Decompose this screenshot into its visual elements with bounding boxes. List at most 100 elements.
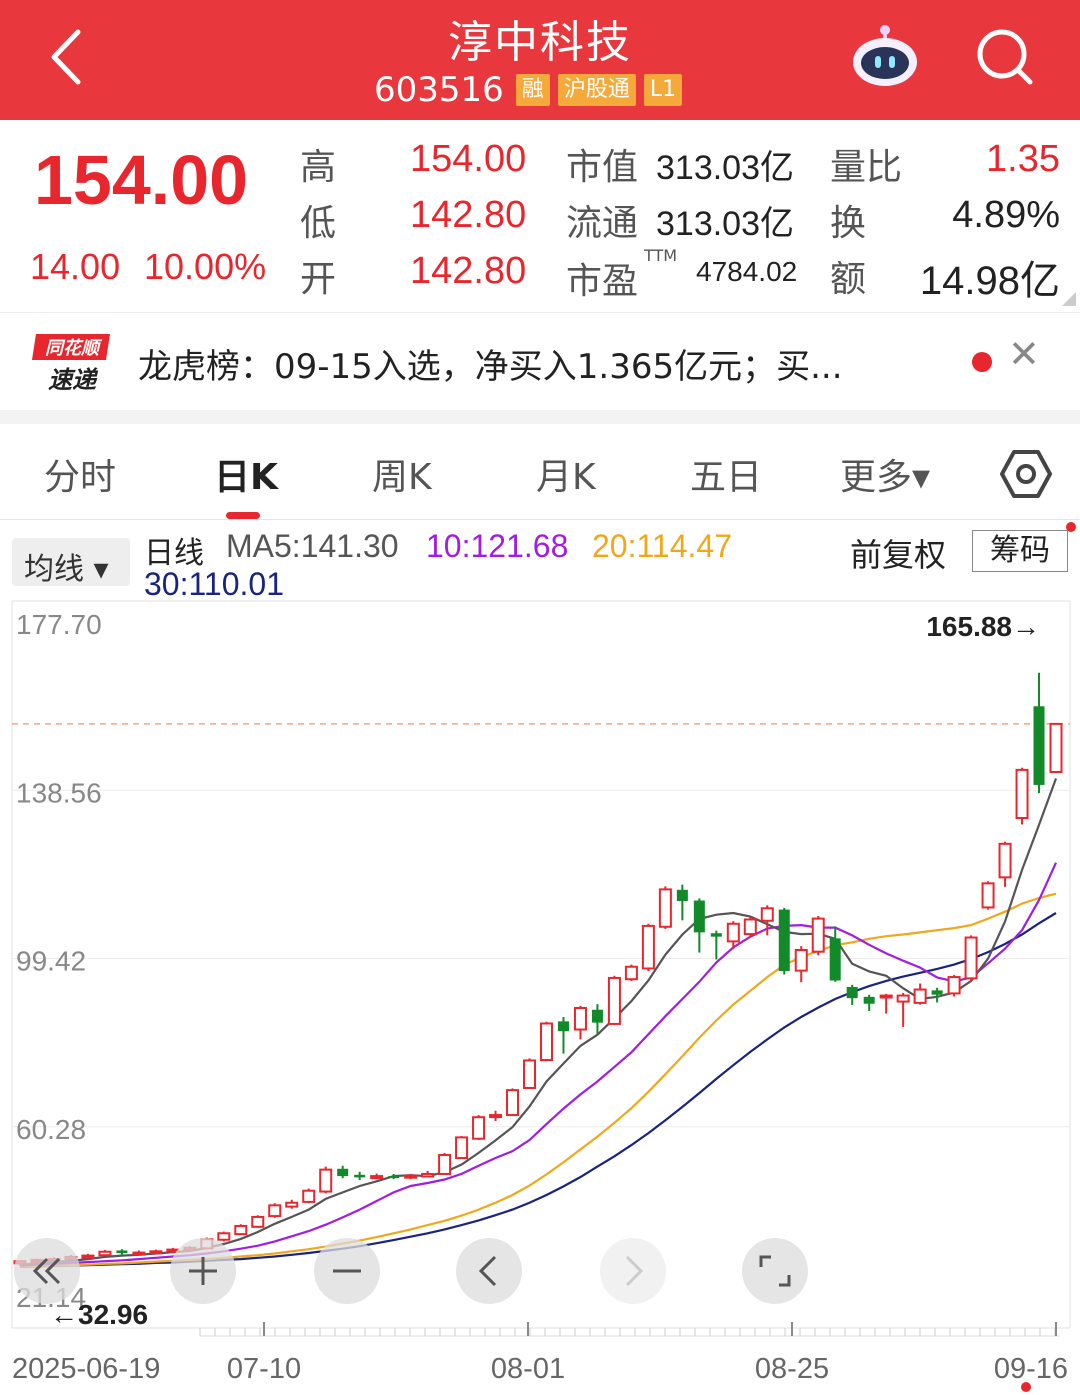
low-value: 142.80	[410, 194, 527, 236]
ma30-value: 30:110.01	[144, 566, 284, 602]
tab-weekly-k[interactable]: 周K	[372, 457, 432, 498]
candle-body	[981, 882, 995, 909]
settings-icon[interactable]	[998, 446, 1054, 502]
candle	[285, 1199, 299, 1209]
candle-body	[251, 1215, 265, 1228]
scroll-right-button[interactable]	[600, 1238, 666, 1304]
candle-body	[149, 1250, 163, 1255]
adjust-mode-button[interactable]: 前复权	[850, 536, 947, 574]
candle-body	[472, 1116, 486, 1140]
pe-value: 4784.02	[696, 256, 798, 287]
candle-body	[132, 1251, 146, 1256]
candle-body	[760, 907, 774, 922]
back-icon[interactable]	[40, 22, 100, 92]
candle	[658, 886, 672, 929]
candle-body	[354, 1174, 366, 1178]
candle	[676, 884, 688, 921]
candle	[641, 923, 655, 972]
pe-label: 市盈	[566, 261, 639, 302]
candle-body	[658, 888, 672, 928]
plus-icon	[189, 1257, 217, 1285]
zoom-out-button[interactable]	[314, 1238, 380, 1304]
candle-body	[268, 1204, 282, 1218]
rewind-button[interactable]	[14, 1238, 80, 1304]
candle-body	[489, 1114, 503, 1119]
candle-body	[1049, 722, 1063, 774]
candle	[354, 1171, 366, 1180]
candle	[998, 841, 1012, 887]
candle	[760, 905, 774, 936]
chart-frame	[11, 600, 1071, 1329]
chevron-left-icon	[478, 1255, 497, 1287]
candle	[863, 994, 875, 1012]
x-tick-label: 2025-06-19	[12, 1353, 160, 1385]
news-ticker[interactable]: 同花顺 速递 龙虎榜：09-15入选，净买入1.365亿元；买...	[0, 312, 1080, 410]
chevron-right-icon	[625, 1255, 644, 1287]
fullscreen-button[interactable]	[742, 1238, 808, 1304]
candle	[421, 1170, 435, 1178]
close-news-icon[interactable]: ✕	[1008, 332, 1040, 376]
price-change-pct: 10.00%	[144, 246, 267, 287]
candle	[607, 975, 621, 1025]
mcap-value: 313.03亿	[656, 149, 794, 187]
candle-body	[337, 1168, 349, 1177]
double-chevron-left-icon	[32, 1257, 61, 1285]
ma20-line	[19, 892, 1057, 1268]
stock-code: 603516	[374, 70, 504, 110]
y-tick-label: 138.56	[16, 777, 102, 808]
candle	[81, 1253, 95, 1259]
candle	[455, 1136, 469, 1160]
ma5-line	[19, 778, 1058, 1266]
candle-body	[285, 1201, 299, 1208]
y-tick-label: 177.70	[16, 609, 102, 640]
y-tick-label: 60.28	[16, 1114, 86, 1145]
tab-five-day[interactable]: 五日	[690, 457, 763, 498]
news-text[interactable]: 龙虎榜：09-15入选，净买入1.365亿元；买...	[138, 347, 843, 387]
candle	[116, 1249, 128, 1255]
search-icon[interactable]	[970, 22, 1040, 92]
chip-badge-dot	[1066, 522, 1076, 532]
candle-body	[455, 1136, 469, 1160]
min-price-label: ←32.96	[50, 1299, 148, 1330]
x-tick-label: 07-10	[227, 1353, 301, 1385]
zoom-in-button[interactable]	[170, 1238, 236, 1304]
candle	[1049, 722, 1063, 774]
float-label: 流通	[566, 203, 639, 244]
chip-distribution-button[interactable]: 筹码	[972, 530, 1068, 572]
price-change: 14.00	[30, 246, 121, 287]
open-value: 142.80	[410, 250, 527, 292]
candle-body	[319, 1168, 333, 1193]
candle-body	[404, 1174, 418, 1179]
candle	[964, 935, 978, 982]
candle-body	[896, 994, 910, 1003]
candle	[132, 1250, 146, 1256]
candle-body	[506, 1089, 520, 1117]
tab-more[interactable]: 更多▾	[840, 457, 931, 498]
candle	[217, 1231, 231, 1242]
tab-daily-k[interactable]: 日K	[214, 457, 278, 498]
tab-monthly-k[interactable]: 月K	[536, 457, 596, 498]
candle	[302, 1188, 316, 1204]
candle-body	[438, 1154, 452, 1175]
robot-assistant-icon[interactable]	[850, 22, 920, 92]
candle-body	[863, 996, 875, 1004]
candle-body	[743, 918, 757, 936]
amount-value: 14.98亿	[919, 259, 1060, 303]
candle-body	[302, 1189, 316, 1203]
fullscreen-icon	[759, 1255, 791, 1287]
tab-intraday[interactable]: 分时	[44, 457, 117, 498]
candle	[726, 921, 740, 950]
volume-ratio-value: 1.35	[986, 138, 1060, 180]
ma-selector-button[interactable]: 均线 ▾	[12, 538, 130, 587]
candle-body	[811, 917, 825, 953]
x-tick-label: 08-01	[491, 1353, 565, 1385]
scroll-left-button[interactable]	[456, 1238, 522, 1304]
candle	[404, 1173, 418, 1180]
candle	[947, 974, 961, 997]
logo-text-top: 同花顺	[45, 338, 103, 359]
candlestick-chart[interactable]: 177.70138.5699.4260.2821.14165.88→←32.96…	[0, 600, 1080, 1395]
candle	[98, 1250, 112, 1257]
candle	[489, 1110, 503, 1122]
stock-meta: 603516 融 沪股通 L1	[374, 70, 683, 110]
candle	[846, 984, 858, 1006]
